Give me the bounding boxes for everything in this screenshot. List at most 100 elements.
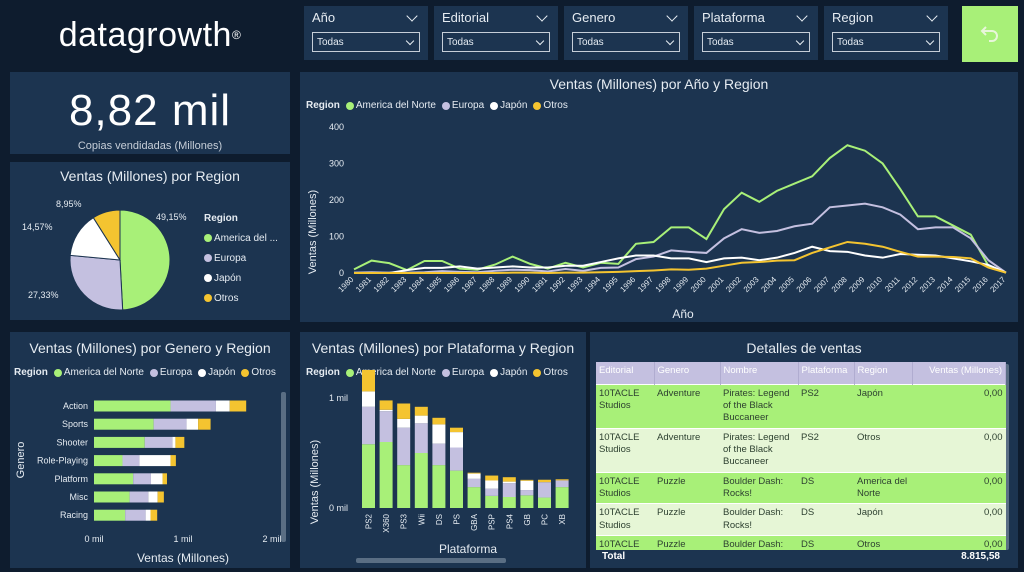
bar-segment[interactable] <box>414 423 428 453</box>
scrollbar[interactable] <box>1004 364 1009 550</box>
bar-segment[interactable] <box>148 491 158 503</box>
bar-segment[interactable] <box>397 418 411 428</box>
bar-segment[interactable] <box>502 483 516 497</box>
bar-segment[interactable] <box>450 447 463 471</box>
filter-select[interactable]: Todas <box>572 32 680 52</box>
pie-chart[interactable]: 49,15% 27,33% 14,57% 8,95% <box>10 162 290 320</box>
filter-region[interactable]: Region Todas <box>824 6 948 60</box>
bar-segment[interactable] <box>94 455 123 467</box>
line-chart[interactable]: Ventas (Millones) Año 010020030040019801… <box>300 72 1018 322</box>
bar-segment[interactable] <box>432 465 446 508</box>
bar-segment[interactable] <box>485 475 499 481</box>
bar-segment[interactable] <box>520 480 534 491</box>
bar-segment[interactable] <box>94 418 154 430</box>
bar-segment[interactable] <box>170 455 176 467</box>
bar-segment[interactable] <box>129 491 149 503</box>
bar-segment[interactable] <box>172 436 176 448</box>
bar-segment[interactable] <box>414 453 428 508</box>
filter-year[interactable]: Año Todas <box>304 6 428 60</box>
back-button[interactable] <box>962 6 1018 62</box>
series-line[interactable] <box>354 245 1007 274</box>
pie-slice[interactable] <box>92 209 121 262</box>
bar-segment[interactable] <box>555 479 569 481</box>
pie-slice[interactable] <box>119 209 171 311</box>
bar-segment[interactable] <box>379 442 393 508</box>
bar-segment[interactable] <box>450 427 463 433</box>
bar-segment[interactable] <box>520 490 534 496</box>
chevron-down-icon[interactable] <box>406 9 418 22</box>
table-column-header[interactable]: Region <box>854 362 913 384</box>
table-row[interactable]: 10TACLE Studios Adventure Pirates: Legend … <box>596 383 1006 429</box>
bar-segment[interactable] <box>162 473 167 485</box>
filter-platform[interactable]: Plataforma Todas <box>694 6 818 60</box>
bar-segment[interactable] <box>432 424 446 444</box>
bar-segment[interactable] <box>94 400 171 412</box>
bar-segment[interactable] <box>362 391 375 407</box>
bar-segment[interactable] <box>94 491 130 503</box>
legend-item[interactable]: Otros <box>533 367 568 378</box>
bar-segment[interactable] <box>467 472 481 474</box>
series-line[interactable] <box>354 240 1007 275</box>
bar-segment[interactable] <box>467 478 481 488</box>
filter-genre[interactable]: Genero Todas <box>564 6 688 60</box>
bar-segment[interactable] <box>144 436 173 448</box>
filter-publisher[interactable]: Editorial Todas <box>434 6 558 60</box>
bar-segment[interactable] <box>432 443 446 466</box>
bar-segment[interactable] <box>485 495 499 508</box>
legend-item[interactable]: Otros <box>204 289 278 309</box>
bar-segment[interactable] <box>362 369 375 392</box>
bar-segment[interactable] <box>520 479 534 481</box>
legend-item[interactable]: America del Norte <box>345 100 436 111</box>
bar-segment[interactable] <box>450 432 463 448</box>
bar-segment[interactable] <box>502 481 516 484</box>
bar-segment[interactable] <box>467 473 481 479</box>
bar-segment[interactable] <box>520 495 534 508</box>
bar-segment[interactable] <box>379 411 393 442</box>
bar-segment[interactable] <box>379 409 393 412</box>
bar-segment[interactable] <box>502 477 516 482</box>
bar-segment[interactable] <box>450 470 463 508</box>
platform-bar-chart[interactable]: Ventas (Millones) Plataforma 1 mil 0 mil P… <box>300 332 586 568</box>
bar-segment[interactable] <box>379 400 393 410</box>
bar-segment[interactable] <box>157 491 164 503</box>
bar-segment[interactable] <box>150 473 163 485</box>
legend-item[interactable]: Japón <box>198 367 235 378</box>
legend-item[interactable]: Europa <box>204 249 278 269</box>
legend-item[interactable]: Europa <box>441 367 484 378</box>
bar-segment[interactable] <box>150 509 158 521</box>
bar-segment[interactable] <box>538 497 551 508</box>
bar-segment[interactable] <box>397 427 411 466</box>
bar-segment[interactable] <box>145 509 151 521</box>
bar-segment[interactable] <box>198 418 211 430</box>
legend-item[interactable]: Otros <box>533 100 568 111</box>
bar-segment[interactable] <box>215 400 230 412</box>
filter-select[interactable]: Todas <box>702 32 810 52</box>
bar-segment[interactable] <box>467 487 481 508</box>
bar-segment[interactable] <box>94 473 134 485</box>
legend-item[interactable]: America del ... <box>204 229 278 249</box>
pie-slice[interactable] <box>69 254 124 311</box>
bar-segment[interactable] <box>133 473 151 485</box>
bar-segment[interactable] <box>175 436 185 448</box>
legend-item[interactable]: Europa <box>441 100 484 111</box>
bar-segment[interactable] <box>414 415 428 424</box>
legend-item[interactable]: Europa <box>149 367 192 378</box>
bar-segment[interactable] <box>362 406 375 445</box>
series-line[interactable] <box>353 144 1007 274</box>
table-column-header[interactable]: Genero <box>654 362 721 384</box>
legend-item[interactable]: America del Norte <box>53 367 144 378</box>
legend-item[interactable]: Japón <box>490 100 527 111</box>
bar-segment[interactable] <box>170 400 216 412</box>
chevron-down-icon[interactable] <box>796 9 808 22</box>
filter-select[interactable]: Todas <box>312 32 420 52</box>
bar-segment[interactable] <box>139 455 171 467</box>
bar-segment[interactable] <box>397 465 411 508</box>
bar-segment[interactable] <box>122 455 140 467</box>
table-column-header[interactable]: Plataforma <box>798 362 855 384</box>
bar-segment[interactable] <box>94 509 126 521</box>
chevron-down-icon[interactable] <box>926 9 938 22</box>
bar-segment[interactable] <box>186 418 199 430</box>
bar-segment[interactable] <box>502 497 516 508</box>
bar-segment[interactable] <box>485 488 499 496</box>
table-column-header[interactable]: Ventas (Millones) <box>912 362 1006 384</box>
